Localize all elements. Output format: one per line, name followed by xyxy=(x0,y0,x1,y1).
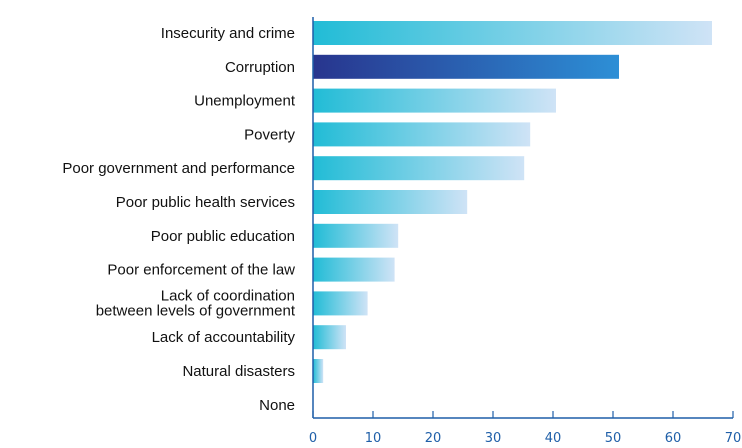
bar-poor-public-education xyxy=(313,223,399,248)
bar-poor-enforcement-of-the-law xyxy=(313,257,395,282)
x-tick-label-30: 30 xyxy=(485,431,502,446)
bar-lack-of-coordination-between-levels-of-government xyxy=(313,291,368,316)
bar-poor-government-and-performance xyxy=(313,156,525,181)
category-label-none: None xyxy=(259,397,295,414)
axes-group xyxy=(312,17,733,419)
x-tick-label-20: 20 xyxy=(425,431,442,446)
category-label-corruption: Corruption xyxy=(225,59,295,76)
category-label-poor-enforcement-of-the-law: Poor enforcement of the law xyxy=(107,262,295,279)
x-tick-label-60: 60 xyxy=(665,431,682,446)
bar-lack-of-accountability xyxy=(313,325,346,350)
category-labels-group: Insecurity and crime Corruption Unemployme… xyxy=(62,25,295,414)
x-ticks-group: 0 10 20 30 40 50 60 70 xyxy=(309,411,741,446)
category-label-poverty: Poverty xyxy=(244,126,295,143)
category-label-poor-public-education: Poor public education xyxy=(151,228,295,245)
category-label-lack-of-coordination-between-levels-of-government: Lack of coordination between levels of go… xyxy=(96,287,296,319)
x-tick-label-0: 0 xyxy=(309,431,317,446)
x-tick-label-50: 50 xyxy=(605,431,622,446)
bar-insecurity-and-crime xyxy=(313,21,712,45)
bar-natural-disasters xyxy=(313,359,324,383)
x-tick-label-40: 40 xyxy=(545,431,562,446)
bar-poverty xyxy=(313,122,531,147)
bar-poor-public-health-services xyxy=(313,190,468,214)
x-tick-label-10: 10 xyxy=(365,431,382,446)
category-label-natural-disasters: Natural disasters xyxy=(182,363,295,380)
category-label-insecurity-and-crime: Insecurity and crime xyxy=(161,25,295,42)
bars-group xyxy=(313,21,712,383)
category-label-unemployment: Unemployment xyxy=(194,93,296,110)
category-label-lack-of-accountability: Lack of accountability xyxy=(152,329,296,346)
x-tick-label-70: 70 xyxy=(725,431,742,446)
bar-corruption xyxy=(313,54,619,79)
bar-unemployment xyxy=(313,88,556,113)
category-label-poor-government-and-performance: Poor government and performance xyxy=(62,160,295,177)
category-label-poor-public-health-services: Poor public health services xyxy=(116,194,295,211)
